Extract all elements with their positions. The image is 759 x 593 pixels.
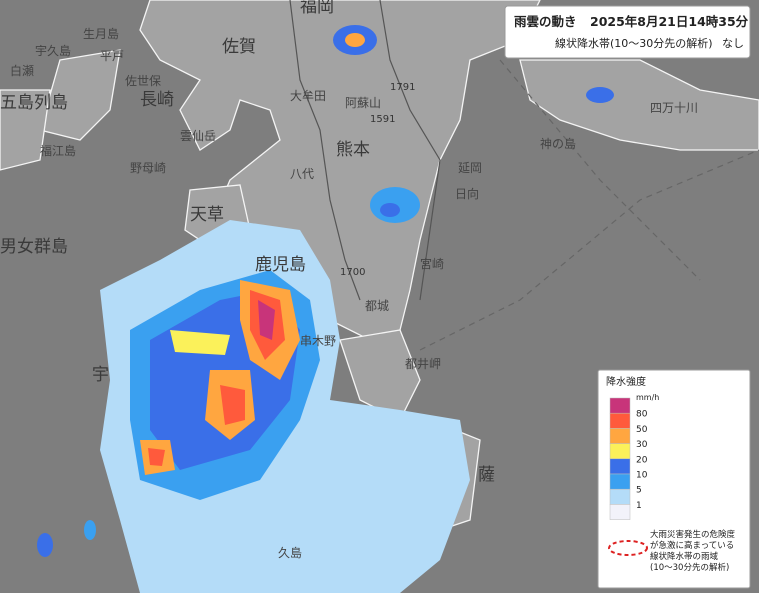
legend-swatch xyxy=(609,397,631,414)
place-label: 熊本 xyxy=(336,140,370,160)
legend-level: 80 xyxy=(636,410,648,420)
place-label: 雲仙岳 xyxy=(180,129,216,143)
place-label: 白瀬 xyxy=(10,63,34,78)
title-box: 雨雲の動き 2025年8月21日14時35分 線状降水帯(10～30分先の解析)… xyxy=(504,5,751,59)
place-label: 五島列島 xyxy=(0,93,68,113)
subtitle: 線状降水帯(10～30分先の解析) xyxy=(555,36,713,50)
place-label: 福江島 xyxy=(40,143,76,158)
place-label: 佐賀 xyxy=(222,37,256,57)
roads xyxy=(289,0,441,301)
status: なし xyxy=(722,37,744,50)
legend-swatch xyxy=(609,504,631,520)
map-labels: 福岡 佐賀 長崎 熊本 大牟田 阿蘇山 延岡 日向 宮崎 都城 八代 天草 鹿児… xyxy=(0,0,698,560)
legend-level: 5 xyxy=(636,486,642,496)
legend: 降水強度 mm/h 80 50 30 20 10 5 1 大雨災害発生の危険度が急激に高まって… xyxy=(597,369,751,589)
legend-note: が急激に高まっている xyxy=(650,540,734,551)
place-label: 長崎 xyxy=(140,90,174,110)
place-label: 宮崎 xyxy=(420,256,444,271)
place-label: 八代 xyxy=(290,167,314,181)
place-label: 久島 xyxy=(278,545,302,560)
place-label: 都井岬 xyxy=(405,357,441,371)
title: 雨雲の動き xyxy=(514,14,577,29)
place-label: 大牟田 xyxy=(290,88,326,103)
legend-unit: mm/h xyxy=(636,393,659,402)
place-label: 神の島 xyxy=(540,136,576,151)
place-label: 男女群島 xyxy=(0,237,68,257)
place-label: 佐世保 xyxy=(125,74,161,88)
title-panel xyxy=(504,5,751,59)
place-label: 阿蘇山 xyxy=(345,96,381,110)
elevation-label: 1791 xyxy=(390,82,415,93)
place-label: 天草 xyxy=(190,205,224,225)
datetime: 2025年8月21日14時35分 xyxy=(590,14,749,29)
legend-swatch xyxy=(609,458,631,475)
legend-title: 降水強度 xyxy=(606,375,646,388)
boundary-lines xyxy=(419,59,759,351)
place-label: 都城 xyxy=(365,299,389,313)
place-label: 福岡 xyxy=(300,0,334,17)
legend-swatch xyxy=(609,428,631,444)
legend-level: 20 xyxy=(636,455,648,465)
place-label: 平戸 xyxy=(100,49,124,63)
legend-swatch xyxy=(609,473,631,490)
place-label: 鹿児島 xyxy=(255,255,306,275)
place-label: 宇久島 xyxy=(35,43,71,58)
legend-level: 30 xyxy=(636,440,648,450)
place-label: 野母崎 xyxy=(130,161,166,175)
legend-note: 線状降水帯の雨域 xyxy=(650,551,719,562)
legend-swatch xyxy=(609,443,631,460)
place-label: 日向 xyxy=(455,186,479,201)
rain-echo xyxy=(37,25,614,593)
linear-band-symbol xyxy=(608,540,648,556)
place-label: 串木野 xyxy=(300,334,336,348)
legend-swatch xyxy=(609,488,631,505)
place-label: 生月島 xyxy=(83,26,119,41)
legend-level: 1 xyxy=(636,501,642,511)
place-label: 四万十川 xyxy=(650,101,698,115)
legend-panel xyxy=(597,369,751,589)
legend-level: 10 xyxy=(636,471,648,481)
legend-note: (10～30分先の解析) xyxy=(650,562,729,573)
place-label: 宇 xyxy=(92,365,109,385)
place-label: 薩 xyxy=(478,465,495,485)
legend-swatch xyxy=(609,412,631,429)
elevation-label: 1700 xyxy=(340,267,365,278)
place-label: 延岡 xyxy=(458,161,482,175)
legend-level: 50 xyxy=(636,425,648,435)
legend-note: 大雨災害発生の危険度 xyxy=(650,529,736,540)
elevation-label: 1591 xyxy=(370,114,395,125)
